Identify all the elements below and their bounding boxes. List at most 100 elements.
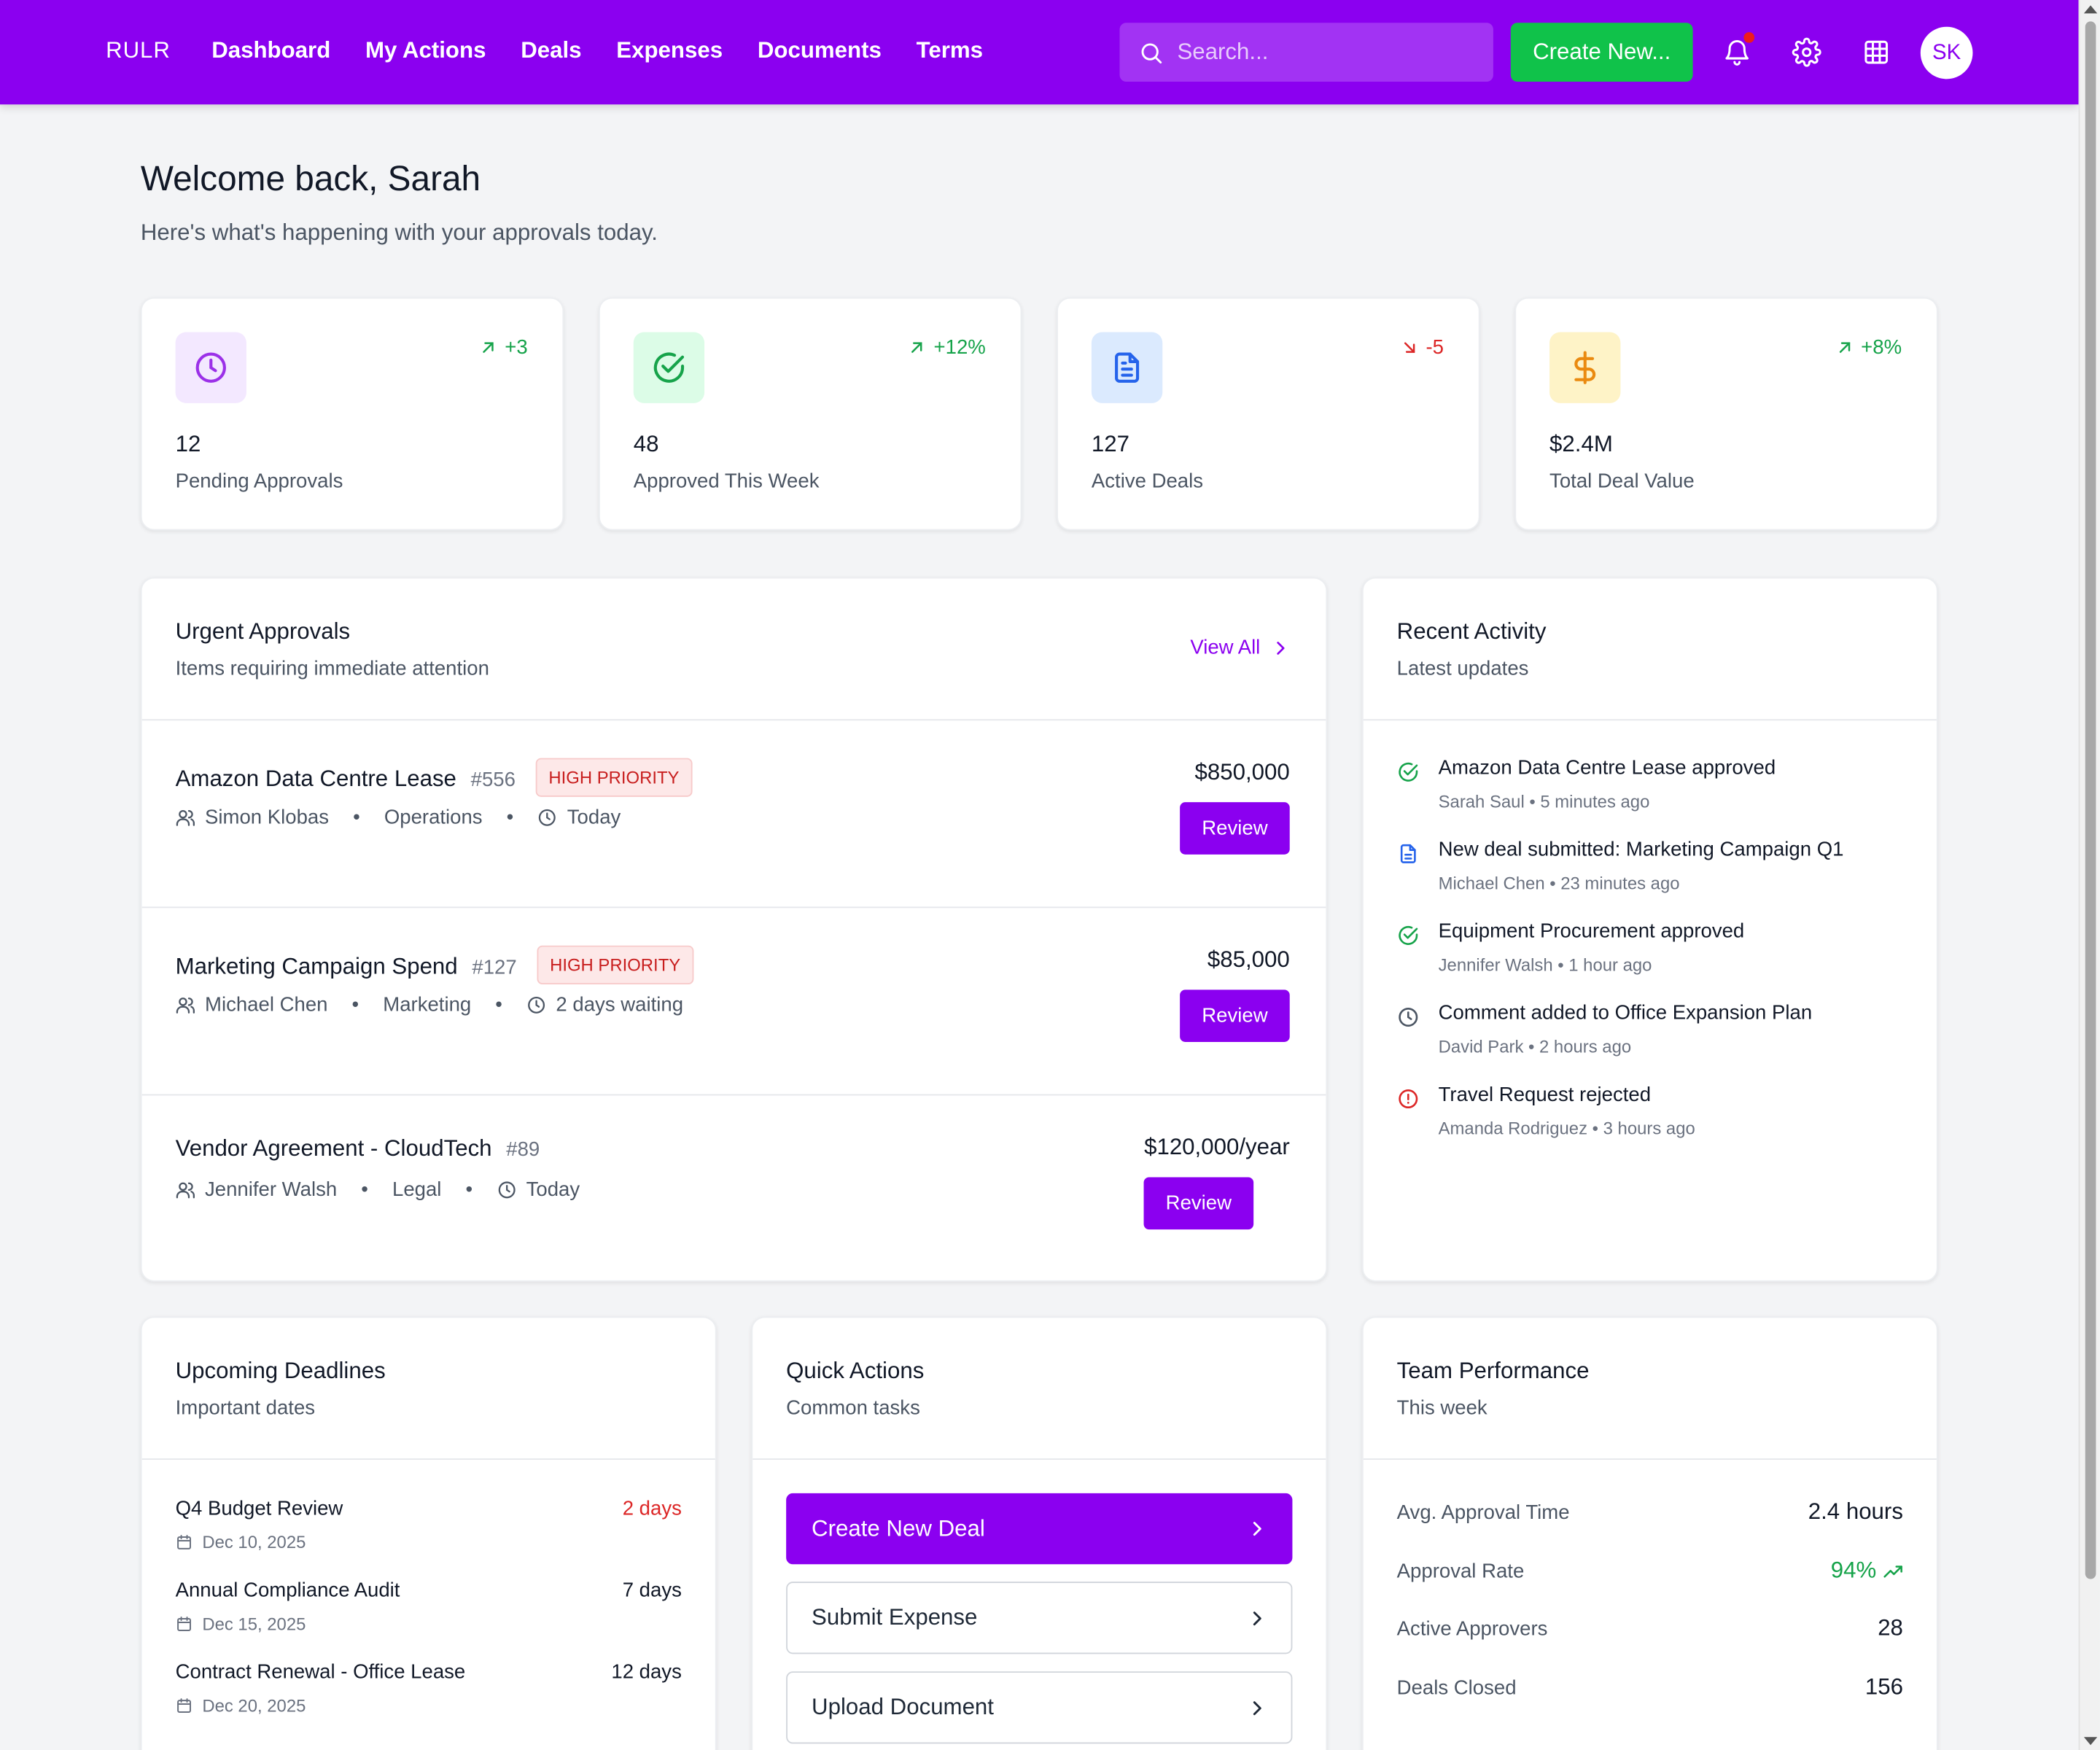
clock-icon xyxy=(195,352,226,383)
review-button[interactable]: Review xyxy=(1143,1177,1254,1230)
arrow-up-right-icon xyxy=(1839,342,1850,353)
panel-subtitle: Common tasks xyxy=(786,1396,920,1420)
nav-my-actions[interactable]: My Actions xyxy=(365,37,486,63)
deadline-title: Q4 Budget Review xyxy=(175,1497,343,1520)
view-all-link[interactable]: View All xyxy=(1190,636,1289,659)
scroll-down-arrow-icon[interactable] xyxy=(2083,1737,2098,1746)
activity-text: Travel Request rejected xyxy=(1438,1083,1652,1107)
separator-dot: • xyxy=(351,993,359,1017)
approval-title-row: Vendor Agreement - CloudTech #89 xyxy=(176,1136,540,1163)
nav-dashboard[interactable]: Dashboard xyxy=(211,37,331,63)
document-icon xyxy=(1400,844,1416,863)
review-button[interactable]: Review xyxy=(1180,989,1290,1042)
recent-activity-panel: Recent Activity Latest updates Amazon Da… xyxy=(1361,577,1938,1282)
performance-label: Avg. Approval Time xyxy=(1396,1501,1570,1525)
performance-value: 2.4 hours xyxy=(1808,1498,1903,1525)
chevron-right-icon xyxy=(1277,641,1285,654)
panel-subtitle: Latest updates xyxy=(1396,657,1529,681)
search-box[interactable] xyxy=(1119,23,1493,82)
approval-amount: $85,000 xyxy=(1207,946,1290,973)
separator-dot: • xyxy=(353,806,360,829)
stat-change: +12% xyxy=(909,336,986,359)
nav-deals[interactable]: Deals xyxy=(521,37,582,63)
approval-amount: $850,000 xyxy=(1194,759,1290,785)
activity-meta: Jennifer Walsh • 1 hour ago xyxy=(1438,954,1652,976)
settings-button[interactable] xyxy=(1789,35,1824,70)
user-icon xyxy=(176,809,195,826)
review-button[interactable]: Review xyxy=(1180,802,1290,855)
brand-logo[interactable]: RULR xyxy=(106,37,171,63)
panel-subtitle: This week xyxy=(1396,1396,1488,1420)
deadline-days: 12 days xyxy=(611,1660,682,1684)
performance-value: 156 xyxy=(1864,1673,1903,1700)
approval-person: Michael Chen xyxy=(205,993,328,1017)
approval-meta: Michael Chen • Marketing • 2 days waitin… xyxy=(176,994,683,1016)
stat-card-active-deals[interactable]: -5 127 Active Deals xyxy=(1057,297,1480,531)
stat-label: Pending Approvals xyxy=(175,470,343,493)
grid-icon xyxy=(1864,40,1889,64)
activity-meta: Amanda Rodriguez • 3 hours ago xyxy=(1438,1118,1695,1139)
approval-department: Legal xyxy=(392,1178,442,1202)
deadline-item[interactable]: Q4 Budget Review Dec 10, 2025 2 days xyxy=(176,1497,682,1572)
approval-title-row: Amazon Data Centre Lease #556 HIGH PRIOR… xyxy=(176,758,693,799)
panel-header: Urgent Approvals Items requiring immedia… xyxy=(141,578,1326,721)
nav-terms[interactable]: Terms xyxy=(916,37,984,63)
panel-header: Upcoming Deadlines Important dates xyxy=(141,1318,715,1461)
create-new-deal-button[interactable]: Create New Deal xyxy=(786,1493,1293,1565)
clock-icon xyxy=(498,1181,516,1199)
stat-change: +3 xyxy=(479,336,528,359)
performance-label: Active Approvers xyxy=(1396,1617,1548,1641)
approval-department: Marketing xyxy=(383,993,472,1017)
stat-card-pending-approvals[interactable]: +3 12 Pending Approvals xyxy=(140,297,564,531)
team-performance-panel: Team Performance This week Avg. Approval… xyxy=(1361,1316,1938,1750)
page-title: Welcome back, Sarah xyxy=(140,158,481,198)
search-icon xyxy=(1141,42,1162,63)
calendar-icon xyxy=(177,1535,191,1549)
page-scrollbar[interactable] xyxy=(2078,0,2100,1750)
notifications-button[interactable] xyxy=(1719,32,1755,70)
top-navigation-bar: RULR Dashboard My Actions Deals Expenses… xyxy=(0,0,2079,105)
alert-circle-icon xyxy=(1399,1089,1418,1109)
stat-card-total-deal-value[interactable]: +8% $2.4M Total Deal Value xyxy=(1514,297,1938,531)
stat-value: 48 xyxy=(633,431,659,457)
deadline-date: Dec 10, 2025 xyxy=(202,1532,306,1552)
create-new-button[interactable]: Create New... xyxy=(1510,23,1693,82)
chevron-right-icon xyxy=(1253,1611,1261,1625)
quick-action-label: Create New Deal xyxy=(812,1515,985,1541)
approval-item[interactable]: Vendor Agreement - CloudTech #89 Jennife… xyxy=(142,1095,1326,1283)
stat-value: $2.4M xyxy=(1549,431,1613,457)
chevron-right-icon xyxy=(1253,1700,1261,1715)
search-input[interactable] xyxy=(1177,39,1472,66)
stat-change: -5 xyxy=(1401,336,1444,359)
deadline-days: 2 days xyxy=(622,1497,682,1520)
performance-value: 94% xyxy=(1830,1558,1877,1583)
stat-change: +8% xyxy=(1835,336,1902,359)
nav-expenses[interactable]: Expenses xyxy=(616,37,723,63)
stat-icon-bg xyxy=(1549,332,1621,403)
approval-item[interactable]: Amazon Data Centre Lease #556 HIGH PRIOR… xyxy=(141,720,1326,909)
approval-time: Today xyxy=(526,1178,580,1202)
separator-dot: • xyxy=(495,993,502,1017)
upload-document-button[interactable]: Upload Document xyxy=(786,1671,1293,1744)
deadline-item[interactable]: Annual Compliance Audit Dec 15, 2025 7 d… xyxy=(176,1579,682,1654)
submit-expense-button[interactable]: Submit Expense xyxy=(786,1582,1293,1654)
user-avatar[interactable]: SK xyxy=(1920,26,1973,79)
activity-text: Equipment Procurement approved xyxy=(1438,919,1745,944)
performance-row: Deals Closed 156 xyxy=(1397,1674,1903,1706)
apps-grid-button[interactable] xyxy=(1859,35,1894,70)
separator-dot: • xyxy=(506,806,514,829)
approval-id: #556 xyxy=(470,769,516,792)
deadline-item[interactable]: Contract Renewal - Office Lease Dec 20, … xyxy=(176,1661,682,1736)
stat-card-approved-this-week[interactable]: +12% 48 Approved This Week xyxy=(599,297,1022,531)
stat-label: Approved This Week xyxy=(633,470,820,493)
approval-item[interactable]: Marketing Campaign Spend #127 HIGH PRIOR… xyxy=(141,908,1326,1096)
performance-row: Approval Rate 94% xyxy=(1397,1558,1903,1590)
deadline-days: 7 days xyxy=(622,1579,682,1602)
priority-badge: HIGH PRIORITY xyxy=(536,945,694,984)
scroll-up-arrow-icon[interactable] xyxy=(2083,5,2098,14)
scroll-thumb[interactable] xyxy=(2085,21,2096,1579)
nav-documents[interactable]: Documents xyxy=(757,37,882,63)
activity-text: Comment added to Office Expansion Plan xyxy=(1438,1001,1813,1025)
approval-title-row: Marketing Campaign Spend #127 HIGH PRIOR… xyxy=(176,945,694,987)
